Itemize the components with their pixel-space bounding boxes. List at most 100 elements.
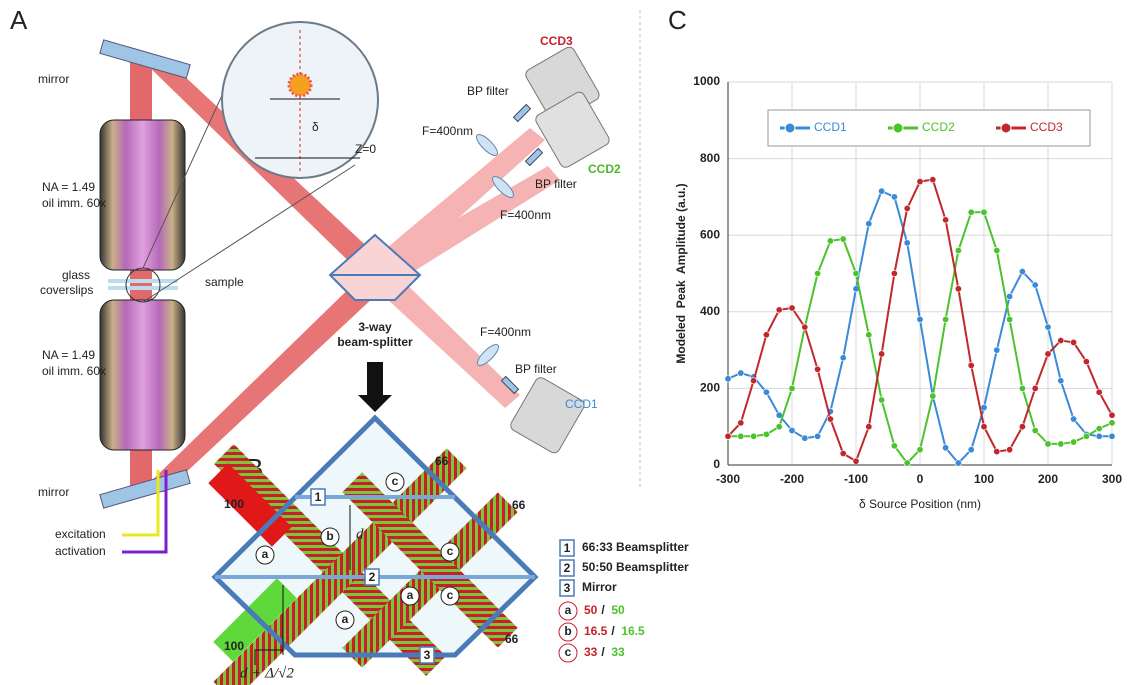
legend-red: 50 <box>584 603 598 617</box>
data-point <box>853 270 859 276</box>
z-zero: Z=0 <box>355 142 376 156</box>
number: 2 <box>369 570 376 584</box>
data-point <box>981 424 987 430</box>
data-point <box>738 370 744 376</box>
camera <box>509 376 587 455</box>
data-point <box>878 397 884 403</box>
label: beam-splitter <box>337 335 413 349</box>
legend-label: CCD3 <box>1030 120 1063 134</box>
data-point <box>827 238 833 244</box>
label: excitation <box>55 527 106 541</box>
legend-text: 66:33 Beamsplitter <box>582 540 689 554</box>
data-point <box>878 188 884 194</box>
data-point <box>1032 282 1038 288</box>
data-point <box>814 270 820 276</box>
label: mirror <box>38 485 69 499</box>
label: F=400nm <box>500 208 551 222</box>
data-point <box>904 460 910 466</box>
label: BP filter <box>535 177 577 191</box>
data-point <box>827 416 833 422</box>
label: NA = 1.49 <box>42 180 95 194</box>
chart: C 02004006008001000-300-200-100010020030… <box>668 5 1122 511</box>
x-tick-label: -100 <box>844 472 868 486</box>
data-point <box>1006 446 1012 452</box>
label: oil imm. 60x <box>42 196 106 210</box>
data-point <box>904 205 910 211</box>
data-point <box>930 176 936 182</box>
data-point <box>968 209 974 215</box>
data-point <box>1058 337 1064 343</box>
data-point <box>955 247 961 253</box>
data-point <box>1096 425 1102 431</box>
data-point <box>1070 416 1076 422</box>
marker-label: a <box>342 612 349 626</box>
d-label: d <box>356 526 364 542</box>
data-point <box>763 389 769 395</box>
y-tick-label: 1000 <box>693 74 720 88</box>
data-point <box>840 450 846 456</box>
label: F=400nm <box>422 124 473 138</box>
output-label: 66 <box>435 454 449 468</box>
filter <box>514 105 531 122</box>
label: mirror <box>38 72 69 86</box>
data-point <box>789 385 795 391</box>
data-point <box>750 378 756 384</box>
data-point <box>738 420 744 426</box>
objective <box>100 300 185 450</box>
legend-green: 33 <box>611 645 625 659</box>
panel-label: C <box>668 5 687 35</box>
data-point <box>955 460 961 466</box>
label: BP filter <box>515 362 557 376</box>
legend-number: 2 <box>564 561 571 575</box>
data-point <box>1058 441 1064 447</box>
legend-text: Mirror <box>582 580 617 594</box>
legend-sep: / <box>601 645 605 659</box>
data-point <box>942 445 948 451</box>
marker-label: b <box>326 529 333 543</box>
y-tick-label: 200 <box>700 381 720 395</box>
legend-dot <box>893 123 903 133</box>
data-point <box>1045 351 1051 357</box>
data-point <box>789 305 795 311</box>
label: oil imm. 60x <box>42 364 106 378</box>
data-point <box>789 427 795 433</box>
data-point <box>776 307 782 313</box>
label: CCD2 <box>588 162 621 176</box>
data-point <box>866 424 872 430</box>
data-point <box>1019 385 1025 391</box>
label: 3-way <box>358 320 392 334</box>
delta: δ <box>312 120 319 134</box>
data-point <box>866 221 872 227</box>
arrow <box>358 362 392 412</box>
legend-marker: a <box>565 603 572 617</box>
objective <box>100 120 185 270</box>
number: 3 <box>424 648 431 662</box>
legend-red: 33 <box>584 645 598 659</box>
marker-label: c <box>447 544 454 558</box>
data-point <box>1019 424 1025 430</box>
legend-number: 1 <box>564 541 571 555</box>
x-axis-label: δ Source Position (nm) <box>859 497 981 511</box>
data-point <box>1019 268 1025 274</box>
data-point <box>930 393 936 399</box>
legend-text: 50:50 Beamsplitter <box>582 560 689 574</box>
label: CCD1 <box>565 397 598 411</box>
data-point <box>994 247 1000 253</box>
data-point <box>814 366 820 372</box>
data-point <box>840 355 846 361</box>
x-tick-label: 200 <box>1038 472 1058 486</box>
input-label: 100 <box>224 639 244 653</box>
data-point <box>738 433 744 439</box>
y-tick-label: 0 <box>713 457 720 471</box>
label: glass <box>62 268 90 282</box>
label: sample <box>205 275 244 289</box>
data-point <box>1006 316 1012 322</box>
data-point <box>840 236 846 242</box>
x-tick-label: 0 <box>917 472 924 486</box>
marker-label: c <box>392 474 399 488</box>
marker-label: a <box>262 547 269 561</box>
legend-green: 16.5 <box>621 624 645 638</box>
legend-green: 50 <box>611 603 625 617</box>
data-point <box>917 316 923 322</box>
legend-sep: / <box>611 624 615 638</box>
